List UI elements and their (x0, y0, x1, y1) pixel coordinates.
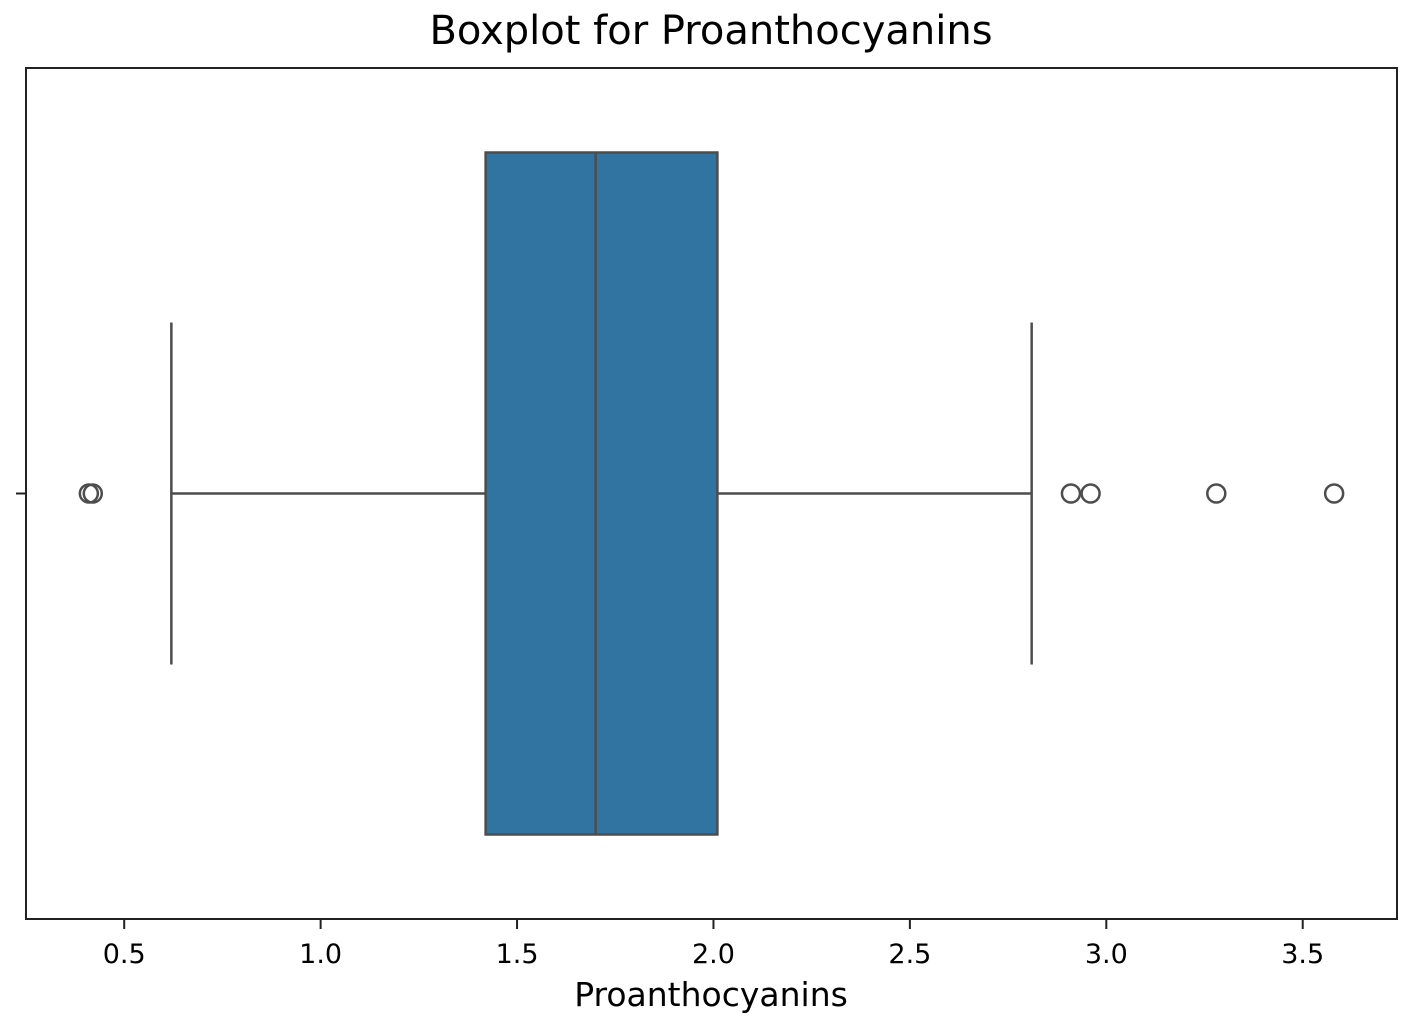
outlier-point (1323, 483, 1345, 504)
chart-title: Boxplot for Proanthocyanins (429, 8, 993, 54)
x-tick-label: 2.0 (692, 939, 735, 970)
outlier-point (82, 483, 104, 504)
box-iqr (484, 151, 719, 836)
x-tick-label: 0.5 (103, 939, 146, 970)
outlier-point (1080, 483, 1101, 504)
outlier-point (1060, 483, 1082, 504)
x-tick-label: 3.0 (1085, 939, 1128, 970)
outlier-point (1206, 483, 1227, 504)
x-tick-label: 1.5 (496, 939, 539, 970)
x-tick-label: 1.0 (299, 939, 342, 970)
x-tick-label: 2.5 (888, 939, 931, 970)
x-tick-label: 3.5 (1281, 939, 1324, 970)
x-axis-label: Proanthocyanins (574, 975, 848, 1014)
